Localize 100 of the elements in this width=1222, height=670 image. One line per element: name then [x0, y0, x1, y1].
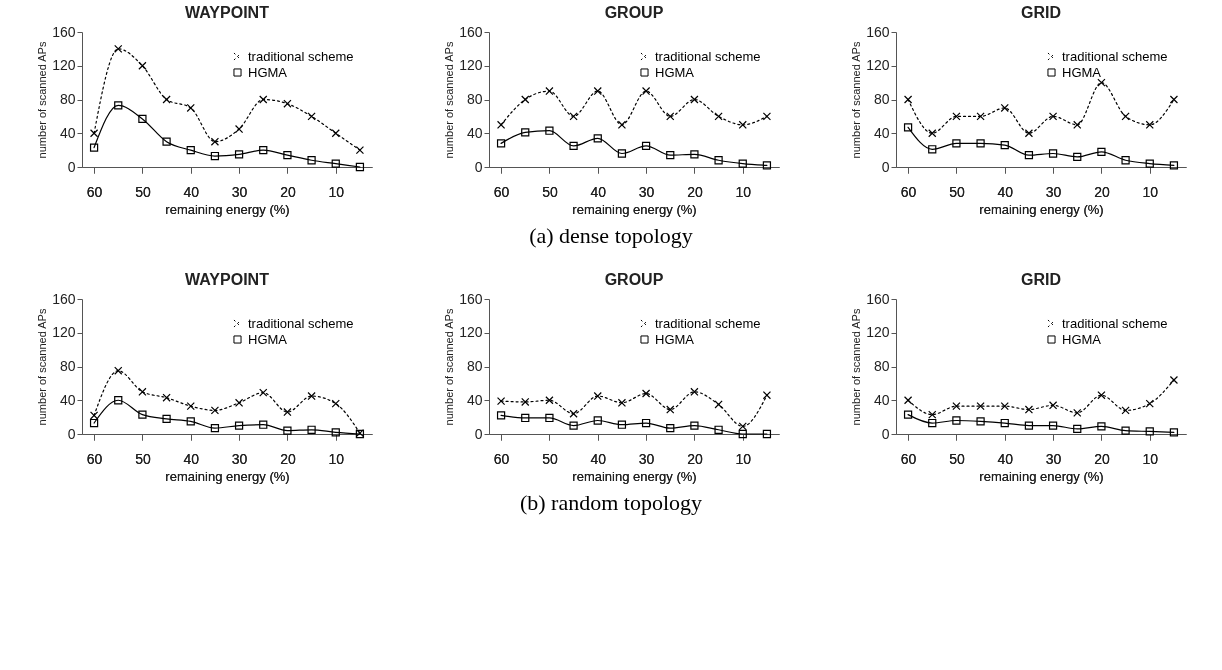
point	[569, 409, 578, 418]
y-tick-label: 160	[51, 23, 76, 40]
point	[593, 86, 602, 96]
point	[1145, 159, 1155, 168]
legend-label: traditional scheme	[654, 315, 761, 331]
y-tick-label: 160	[51, 290, 76, 307]
point	[690, 150, 699, 159]
y-tick-label: 120	[459, 324, 483, 341]
point	[258, 420, 268, 429]
chart-title: WAYPOINT	[184, 4, 269, 21]
x-tick-label: 30	[1046, 183, 1062, 200]
point	[738, 429, 747, 439]
point	[545, 86, 554, 96]
point	[1073, 120, 1082, 129]
x-tick-label: 30	[638, 450, 655, 467]
point	[186, 402, 195, 411]
point	[593, 416, 602, 425]
x-tick-label: 20	[279, 450, 296, 467]
point	[496, 139, 506, 148]
point	[282, 151, 292, 160]
point	[1000, 418, 1010, 428]
point	[904, 123, 913, 132]
chart-title: WAYPOINT	[184, 271, 269, 288]
point	[186, 417, 195, 426]
x-tick-label: 10	[735, 450, 752, 467]
point	[521, 397, 530, 407]
point	[258, 145, 268, 155]
y-tick-label: 80	[466, 358, 483, 374]
x-tick-label: 20	[279, 183, 296, 200]
x-tick-label: 30	[231, 183, 248, 200]
point	[162, 95, 171, 104]
y-tick-label: 80	[874, 91, 891, 107]
point	[137, 114, 147, 124]
point	[617, 149, 627, 158]
point	[762, 391, 772, 400]
point	[307, 156, 316, 165]
point	[1000, 402, 1010, 411]
point	[210, 151, 219, 161]
point	[355, 162, 364, 172]
x-axis-title: remaining energy (%)	[165, 201, 290, 217]
legend-label: HGMA	[247, 331, 287, 347]
point	[234, 150, 243, 159]
y-tick-label: 0	[882, 425, 891, 442]
point	[282, 407, 292, 417]
point	[569, 112, 578, 121]
point	[714, 156, 723, 165]
point	[714, 425, 723, 434]
y-tick-label: 40	[874, 391, 891, 408]
point	[162, 414, 171, 423]
legend-label: HGMA	[654, 331, 695, 347]
point	[186, 145, 195, 155]
x-tick-label: 50	[542, 183, 558, 200]
point	[1097, 422, 1106, 431]
point	[307, 112, 316, 121]
y-tick-label: 40	[59, 391, 76, 408]
x-tick-label: 40	[590, 183, 607, 200]
point	[569, 421, 578, 430]
point	[113, 366, 123, 375]
x-tick-label: 60	[493, 450, 510, 467]
point	[137, 387, 147, 396]
point	[210, 406, 219, 415]
point	[641, 389, 651, 398]
point	[976, 139, 986, 148]
point	[545, 396, 554, 405]
point	[234, 124, 243, 134]
point	[641, 418, 651, 428]
point	[496, 396, 506, 406]
point	[1073, 408, 1082, 418]
point	[1025, 151, 1034, 160]
x-tick-label: 50	[542, 450, 558, 467]
chart-title: GROUP	[604, 271, 664, 288]
y-tick-label: 80	[59, 91, 76, 107]
legend-label: HGMA	[1062, 331, 1102, 347]
x-tick-label: 10	[328, 183, 344, 200]
x-tick-label: 30	[638, 183, 655, 200]
point	[331, 428, 340, 437]
point	[307, 391, 316, 401]
x-tick-label: 50	[134, 450, 151, 467]
point	[617, 398, 627, 407]
y-axis-title: number of scanned APs	[850, 41, 863, 159]
point	[1073, 424, 1082, 434]
point	[1049, 149, 1058, 158]
x-tick-label: 40	[183, 183, 199, 200]
y-axis-title: number of scanned APs	[35, 41, 48, 159]
x-tick-label: 40	[997, 450, 1014, 467]
x-tick-label: 20	[1094, 450, 1111, 467]
point	[1170, 375, 1179, 385]
y-tick-label: 80	[59, 358, 76, 374]
point	[89, 411, 98, 420]
y-tick-label: 40	[874, 124, 891, 141]
point	[928, 129, 937, 138]
y-tick-label: 0	[474, 425, 483, 442]
point	[928, 145, 937, 154]
point	[331, 159, 340, 168]
y-axis-title: number of scanned APs	[443, 308, 456, 426]
point	[1049, 112, 1058, 121]
legend-label: HGMA	[1062, 64, 1102, 80]
point	[593, 134, 602, 143]
point	[186, 103, 195, 113]
point	[1145, 427, 1155, 436]
